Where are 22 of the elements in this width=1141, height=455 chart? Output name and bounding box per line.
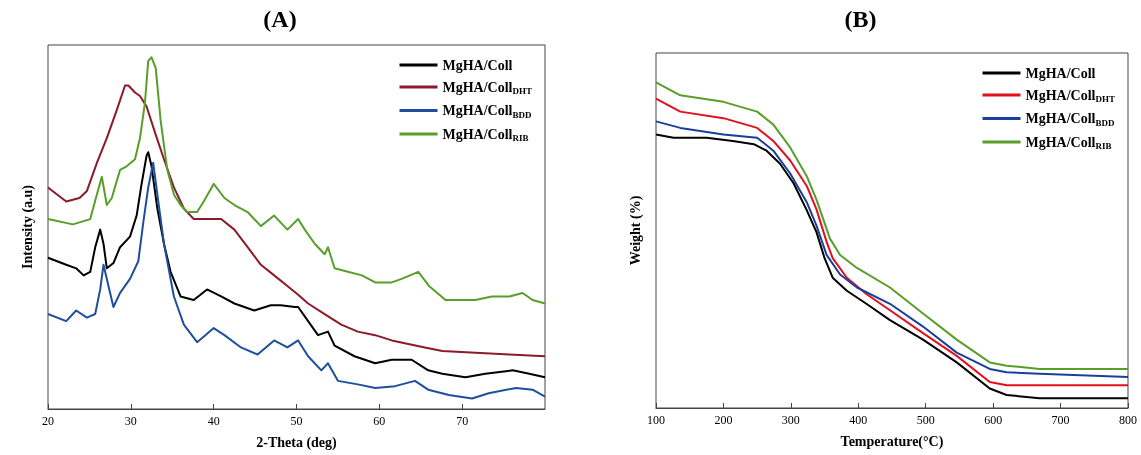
x-tick-label: 100: [647, 413, 665, 427]
x-tick-label: 800: [1119, 413, 1137, 427]
x-tick-label: 40: [207, 414, 220, 428]
x-tick-label: 30: [124, 414, 137, 428]
x-axis-title: Temperature(°C): [840, 433, 944, 450]
x-tick-label: 300: [781, 413, 800, 427]
x-tick-label: 60: [373, 414, 386, 428]
x-tick-label: 20: [42, 414, 54, 428]
x-tick-label: 400: [849, 413, 868, 427]
y-axis-title: Weight (%): [627, 195, 644, 266]
x-tick-label: 70: [456, 414, 469, 428]
y-axis-title: Intensity (a.u): [19, 184, 36, 270]
chart-title: (B): [844, 6, 877, 32]
chart-title: (A): [263, 6, 297, 32]
x-tick-label: 700: [1051, 413, 1070, 427]
legend-label: MgHA/Coll: [1025, 65, 1096, 81]
x-tick-label: 50: [290, 414, 303, 428]
x-tick-label: 200: [714, 413, 733, 427]
x-axis-title: 2-Theta (deg): [256, 434, 338, 451]
legend-label: MgHA/Coll: [442, 57, 513, 73]
x-tick-label: 600: [984, 413, 1003, 427]
x-tick-label: 500: [916, 413, 935, 427]
